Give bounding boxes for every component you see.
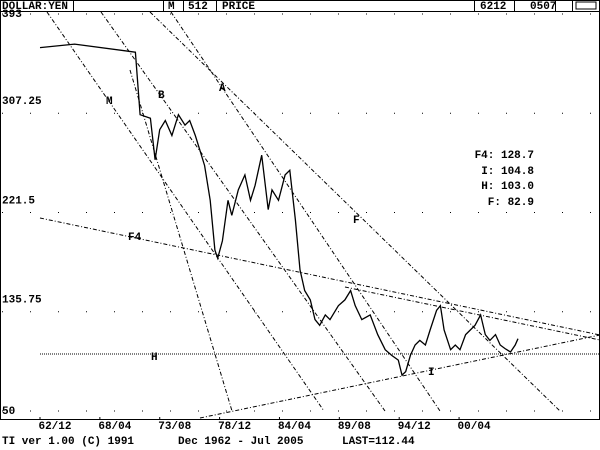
x-tick-label: 89/08 [338, 421, 371, 433]
header-separators [73, 0, 573, 11]
chart-title: DOLLAR:YEN [2, 1, 68, 13]
y-tick-label: 135.75 [2, 295, 42, 307]
readout: F: 82.9 [488, 197, 534, 209]
footer-text: TI ver 1.00 (C) 1991 [2, 436, 134, 448]
price-line [39, 43, 519, 377]
header-field: 512 [188, 1, 208, 13]
status-icon [575, 1, 597, 10]
annotation: F4 [128, 232, 142, 244]
readout: F4: 128.7 [475, 150, 534, 162]
readout: H: 103.0 [481, 181, 534, 193]
header-field: 0507 [530, 1, 556, 13]
annotation: M [106, 96, 113, 108]
annotation: F [353, 215, 360, 227]
header-field: M [168, 1, 175, 13]
x-tick-label: 62/12 [38, 421, 71, 433]
y-tick-label: 393 [2, 9, 22, 21]
footer-text: Dec 1962 - Jul 2005 [178, 436, 304, 448]
annotation: A [219, 83, 226, 95]
trendlines [39, 11, 600, 419]
chart-frame [0, 0, 600, 420]
footer-text: LAST=112.44 [342, 436, 415, 448]
x-tick-label: 94/12 [398, 421, 431, 433]
x-tick-label: 78/12 [218, 421, 251, 433]
x-tick-label: 68/04 [98, 421, 131, 433]
header-field: PRICE [222, 1, 255, 13]
readout: I: 104.8 [481, 166, 534, 178]
annotation: I [428, 367, 435, 379]
header-field: 6212 [480, 1, 506, 13]
annotation: H [151, 352, 158, 364]
x-tick-label: 73/08 [158, 421, 191, 433]
y-tick-label: 307.25 [2, 96, 42, 108]
y-tick-label: 50 [2, 406, 15, 418]
x-tick-label: 84/04 [278, 421, 311, 433]
y-tick-label: 221.5 [2, 195, 35, 207]
x-tick-label: 00/04 [458, 421, 491, 433]
annotation: B [158, 90, 165, 102]
